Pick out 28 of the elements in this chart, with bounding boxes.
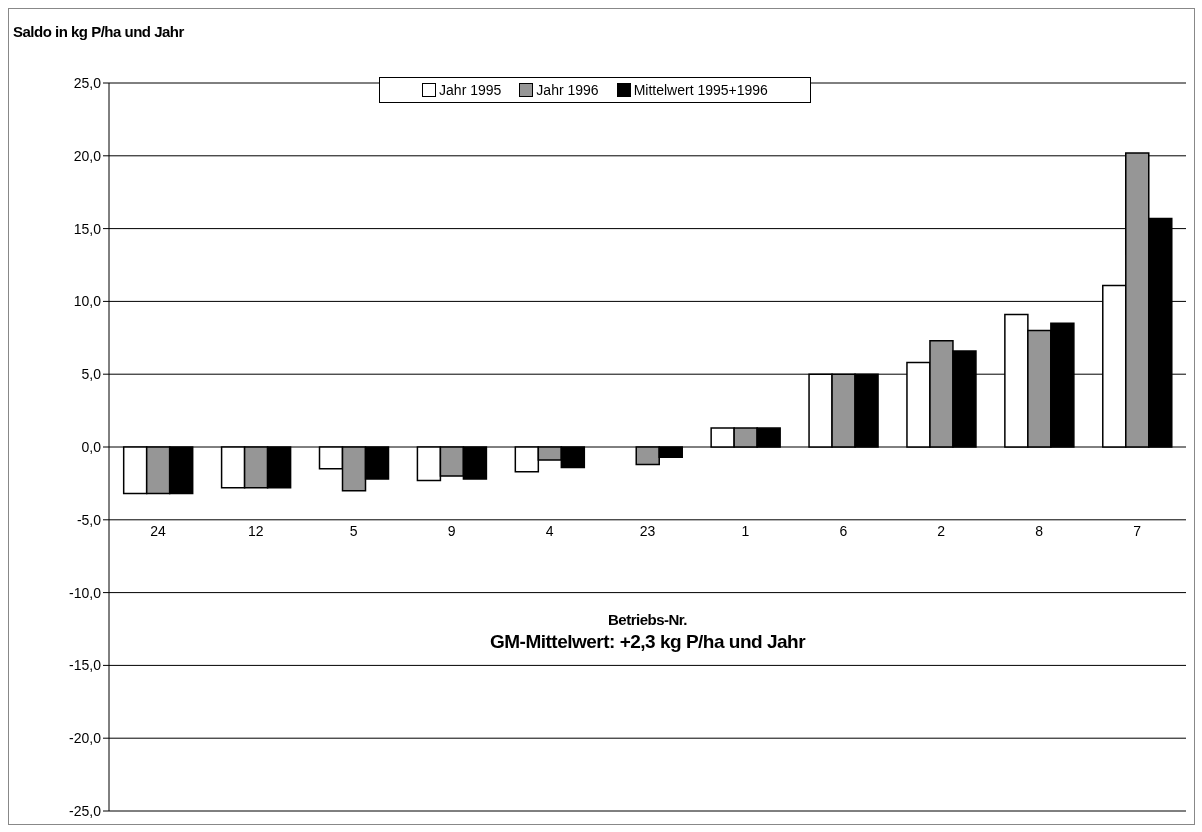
legend-label: Jahr 1995 bbox=[438, 82, 502, 98]
y-tick-label: -5,0 bbox=[76, 511, 102, 528]
y-tick-label: -10,0 bbox=[69, 584, 102, 601]
x-axis-title: Betriebs-Nr. bbox=[607, 611, 688, 629]
legend-label: Jahr 1996 bbox=[535, 82, 599, 98]
y-tick-label: 25,0 bbox=[73, 74, 102, 91]
y-tick-label: -15,0 bbox=[69, 657, 102, 674]
x-tick-label: 24 bbox=[150, 522, 166, 539]
x-tick-label: 7 bbox=[1133, 522, 1142, 539]
y-tick-label: -25,0 bbox=[69, 802, 102, 819]
x-tick-label: 4 bbox=[545, 522, 554, 539]
y-tick-label: 20,0 bbox=[73, 147, 102, 164]
x-tick-label: 12 bbox=[248, 522, 264, 539]
annotation: GM-Mittelwert: +2,3 kg P/ha und Jahr bbox=[488, 631, 807, 654]
y-axis-title: Saldo in kg P/ha und Jahr bbox=[13, 23, 184, 40]
x-tick-label: 2 bbox=[937, 522, 946, 539]
y-tick-label: 5,0 bbox=[81, 366, 102, 383]
y-tick-label: 10,0 bbox=[73, 293, 102, 310]
x-tick-label: 5 bbox=[349, 522, 358, 539]
legend-label: Mittelwert 1995+1996 bbox=[632, 82, 768, 98]
x-tick-label: 8 bbox=[1035, 522, 1044, 539]
x-tick-label: 1 bbox=[741, 522, 750, 539]
x-tick-label: 23 bbox=[639, 522, 656, 539]
y-tick-label: 15,0 bbox=[73, 220, 102, 237]
x-tick-label: 9 bbox=[447, 522, 456, 539]
x-tick-label: 6 bbox=[839, 522, 848, 539]
y-tick-label: 0,0 bbox=[81, 438, 102, 455]
y-tick-label: -20,0 bbox=[69, 730, 102, 747]
